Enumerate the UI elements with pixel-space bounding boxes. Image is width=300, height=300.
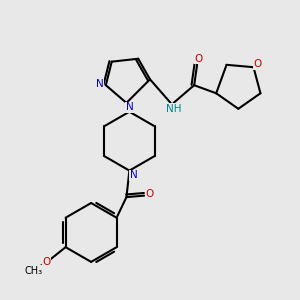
Text: O: O [42, 257, 51, 267]
Text: O: O [254, 59, 262, 69]
Text: N: N [96, 79, 104, 89]
Text: O: O [146, 189, 154, 199]
Text: N: N [130, 170, 138, 180]
Text: N: N [125, 102, 133, 112]
Text: CH₃: CH₃ [24, 266, 42, 276]
Text: O: O [194, 54, 203, 64]
Text: NH: NH [166, 104, 181, 114]
